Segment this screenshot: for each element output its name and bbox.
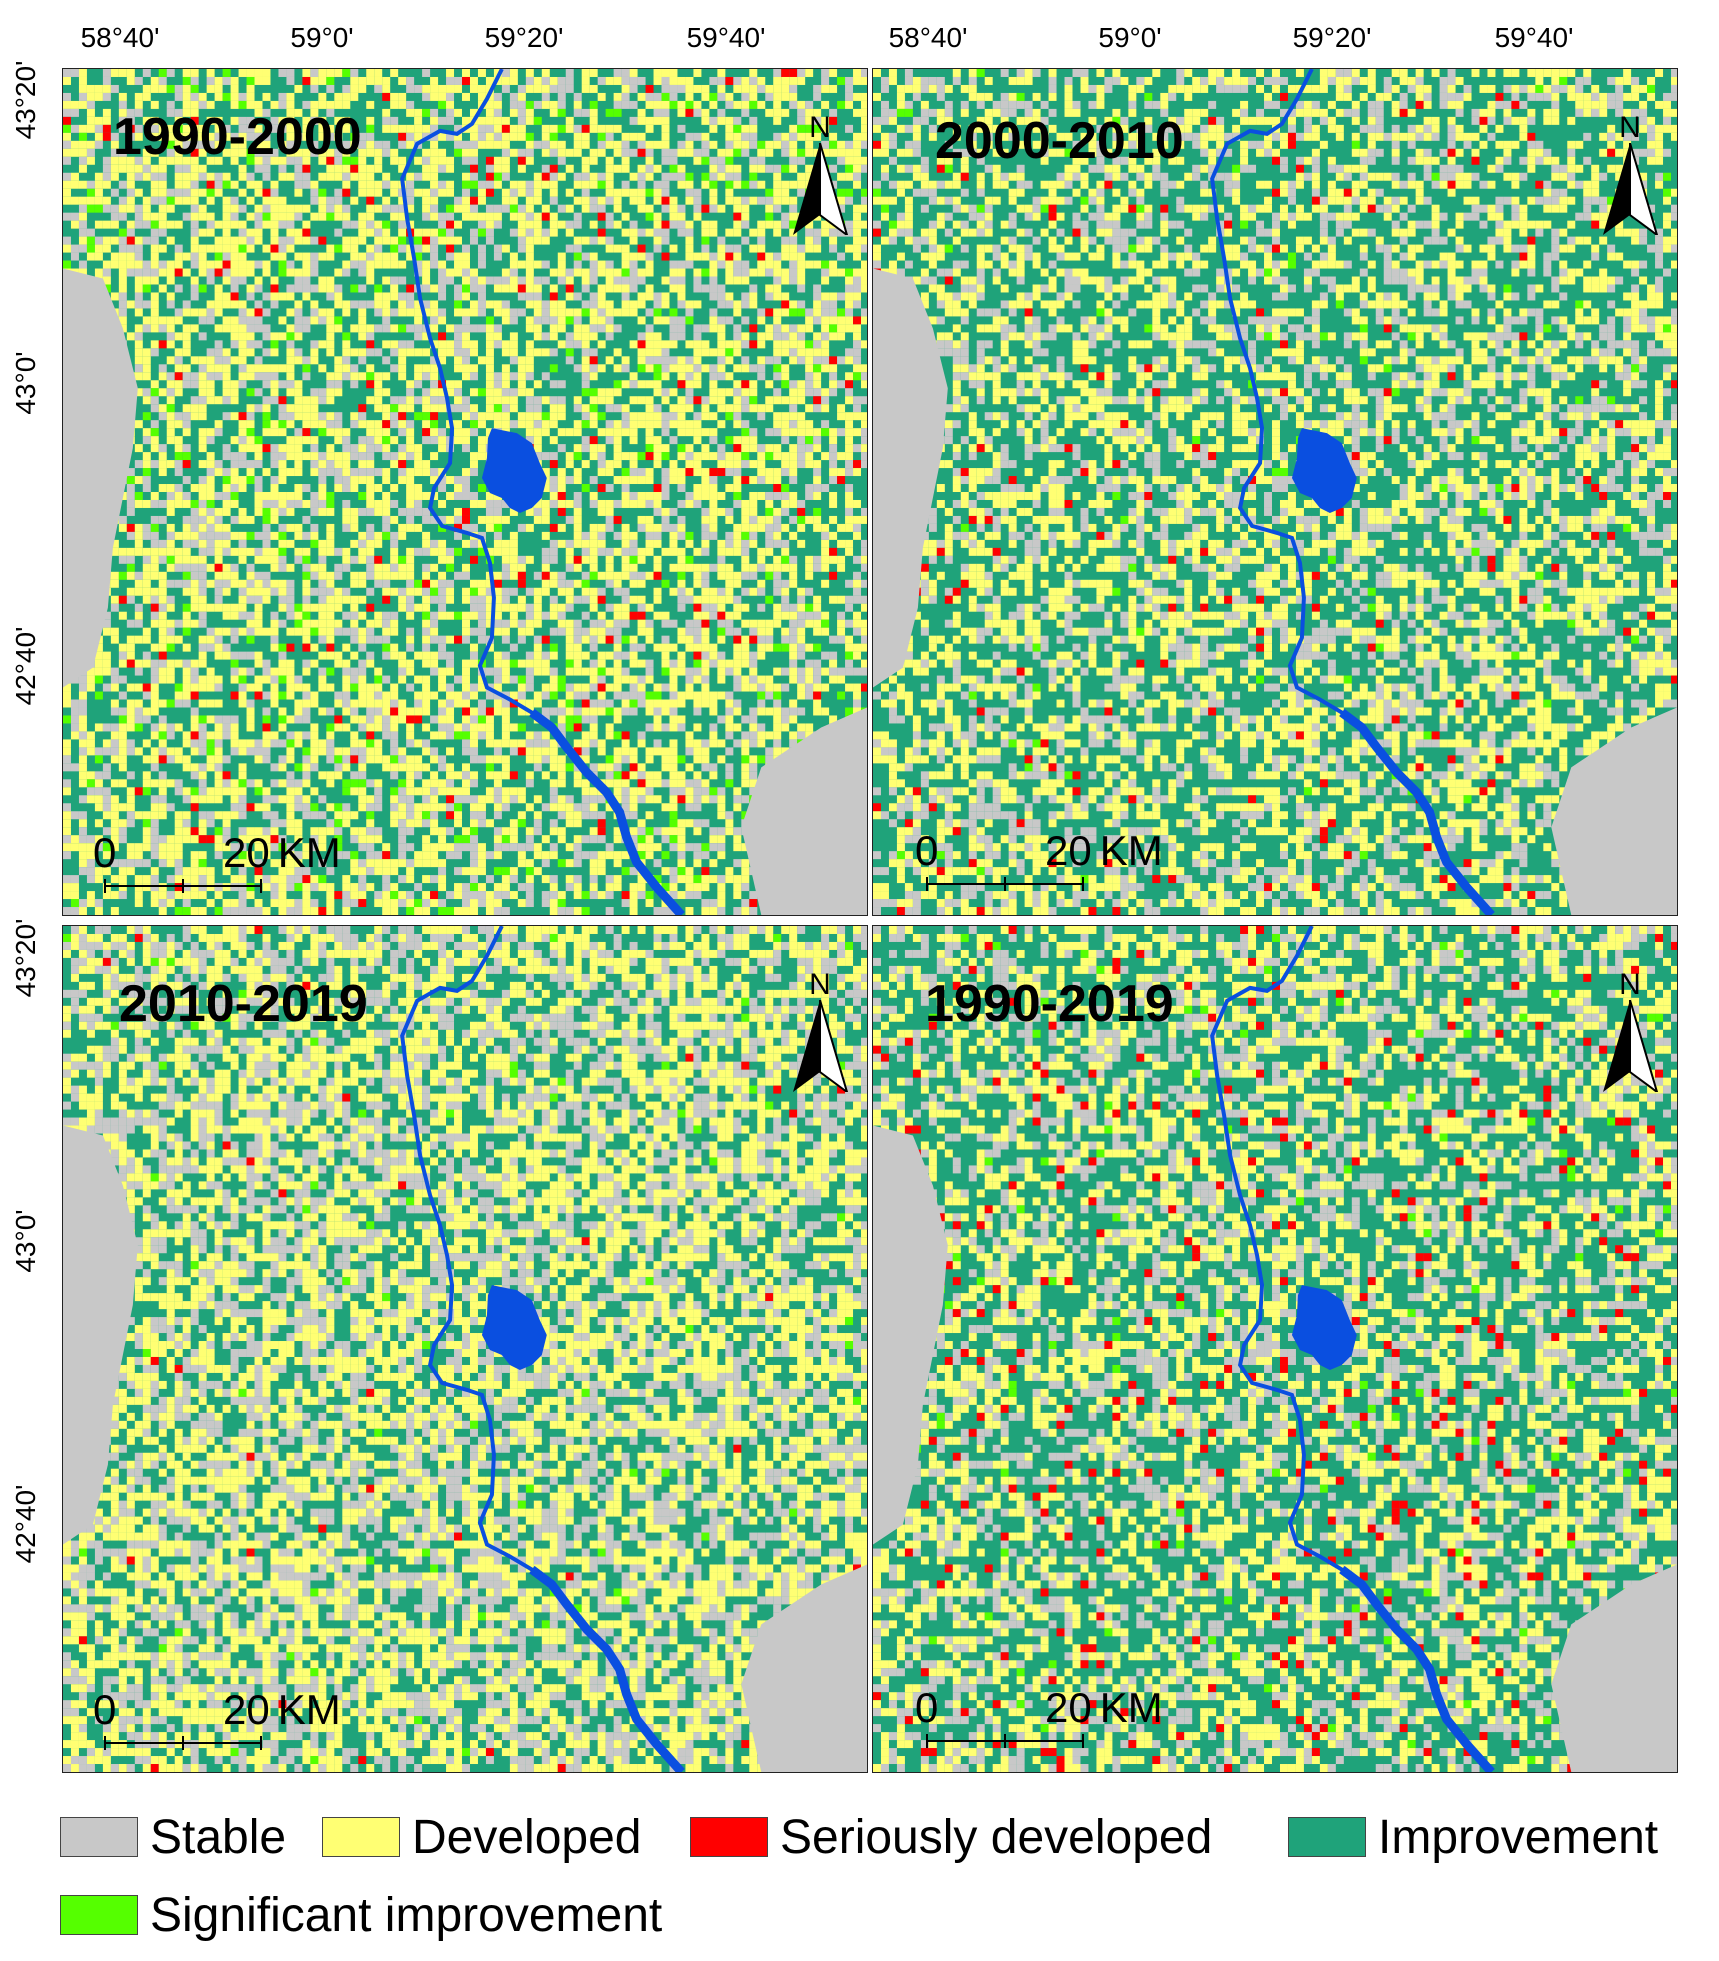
legend-swatch xyxy=(60,1895,138,1935)
north-arrow: N xyxy=(1595,111,1665,241)
legend-item-improvement: Improvement xyxy=(1288,1810,1658,1865)
lake xyxy=(481,1285,547,1370)
change-raster xyxy=(63,69,867,915)
scale-zero: 0 xyxy=(93,829,116,877)
scale-line xyxy=(926,1734,1084,1748)
map-panel-1990-2000: 1990-2000 N 0 20 KM xyxy=(62,68,868,916)
scale-bar: 0 20 KM xyxy=(915,827,1205,897)
legend-label: Seriously developed xyxy=(780,1810,1212,1865)
legend: Stable Developed Seriously developed Imp… xyxy=(60,1810,1700,1952)
stable-region xyxy=(741,1564,867,1772)
lat-label: 43°20' xyxy=(10,898,42,1018)
period-title: 1990-2000 xyxy=(113,107,362,167)
lon-label: 59°40' xyxy=(687,22,766,54)
north-arrow: N xyxy=(785,111,855,241)
legend-label: Stable xyxy=(150,1810,286,1865)
legend-swatch xyxy=(60,1817,138,1857)
stable-region xyxy=(63,268,138,688)
river-lower xyxy=(1339,1565,1495,1772)
scale-bar: 0 20 KM xyxy=(915,1684,1205,1754)
scale-value: 20 xyxy=(223,829,270,876)
lat-label: 42°40' xyxy=(10,1464,42,1584)
scale-line xyxy=(926,877,1084,891)
river-lower xyxy=(529,708,685,915)
river-lower xyxy=(1339,708,1495,915)
legend-swatch xyxy=(1288,1817,1366,1857)
legend-label: Developed xyxy=(412,1810,642,1865)
scale-bar: 0 20 KM xyxy=(93,829,383,899)
scale-line xyxy=(104,1736,262,1750)
stable-region xyxy=(873,1125,948,1545)
map-panel-2010-2019: 2010-2019 N 0 20 KM xyxy=(62,925,868,1773)
scale-value: 20 xyxy=(223,1686,270,1733)
scale-zero: 0 xyxy=(93,1686,116,1734)
change-raster xyxy=(63,926,867,1772)
lake xyxy=(481,428,547,513)
scale-zero: 0 xyxy=(915,827,938,875)
legend-label: Significant improvement xyxy=(150,1888,662,1943)
lon-label: 59°40' xyxy=(1495,22,1574,54)
legend-swatch xyxy=(690,1817,768,1857)
scale-bar: 0 20 KM xyxy=(93,1686,383,1756)
change-raster xyxy=(873,69,1677,915)
lon-label: 59°20' xyxy=(485,22,564,54)
north-letter: N xyxy=(785,968,855,1002)
scale-zero: 0 xyxy=(915,1684,938,1732)
period-title: 2000-2010 xyxy=(935,111,1184,171)
north-arrow-icon xyxy=(793,1000,849,1092)
north-letter: N xyxy=(1595,968,1665,1002)
north-arrow-icon xyxy=(1603,1000,1659,1092)
scale-unit: KM xyxy=(1100,827,1163,874)
period-title: 2010-2019 xyxy=(119,974,368,1034)
legend-label: Improvement xyxy=(1378,1810,1658,1865)
scale-value: 20 xyxy=(1045,1684,1092,1731)
map-panel-1990-2019: 1990-2019 N 0 20 KM xyxy=(872,925,1678,1773)
river-lower xyxy=(529,1565,685,1772)
period-title: 1990-2019 xyxy=(925,974,1174,1034)
lon-label: 59°0' xyxy=(290,22,353,54)
north-letter: N xyxy=(1595,111,1665,145)
lat-label: 43°0' xyxy=(10,1181,42,1301)
legend-item-stable: Stable xyxy=(60,1810,286,1865)
lake xyxy=(1291,1285,1357,1370)
north-letter: N xyxy=(785,111,855,145)
legend-item-developed: Developed xyxy=(322,1810,642,1865)
lake xyxy=(1291,428,1357,513)
lat-label: 43°0' xyxy=(10,323,42,443)
stable-region xyxy=(63,1125,138,1545)
legend-swatch xyxy=(322,1817,400,1857)
legend-item-seriously-developed: Seriously developed xyxy=(690,1810,1212,1865)
stable-region xyxy=(1551,1564,1677,1772)
legend-item-significant-improvement: Significant improvement xyxy=(60,1888,662,1943)
stable-region xyxy=(873,268,948,688)
lon-label: 59°0' xyxy=(1098,22,1161,54)
scale-unit: KM xyxy=(278,829,341,876)
lat-label: 43°20' xyxy=(10,40,42,160)
north-arrow-icon xyxy=(793,143,849,235)
north-arrow-icon xyxy=(1603,143,1659,235)
map-panel-2000-2010: 2000-2010 N 0 20 KM xyxy=(872,68,1678,916)
lon-label: 59°20' xyxy=(1293,22,1372,54)
scale-unit: KM xyxy=(1100,1684,1163,1731)
north-arrow: N xyxy=(785,968,855,1098)
change-raster xyxy=(873,926,1677,1772)
stable-region xyxy=(1551,707,1677,915)
north-arrow: N xyxy=(1595,968,1665,1098)
stable-region xyxy=(741,707,867,915)
lon-label: 58°40' xyxy=(889,22,968,54)
lon-label: 58°40' xyxy=(81,22,160,54)
scale-unit: KM xyxy=(278,1686,341,1733)
lat-label: 42°40' xyxy=(10,606,42,726)
scale-value: 20 xyxy=(1045,827,1092,874)
scale-line xyxy=(104,879,262,893)
